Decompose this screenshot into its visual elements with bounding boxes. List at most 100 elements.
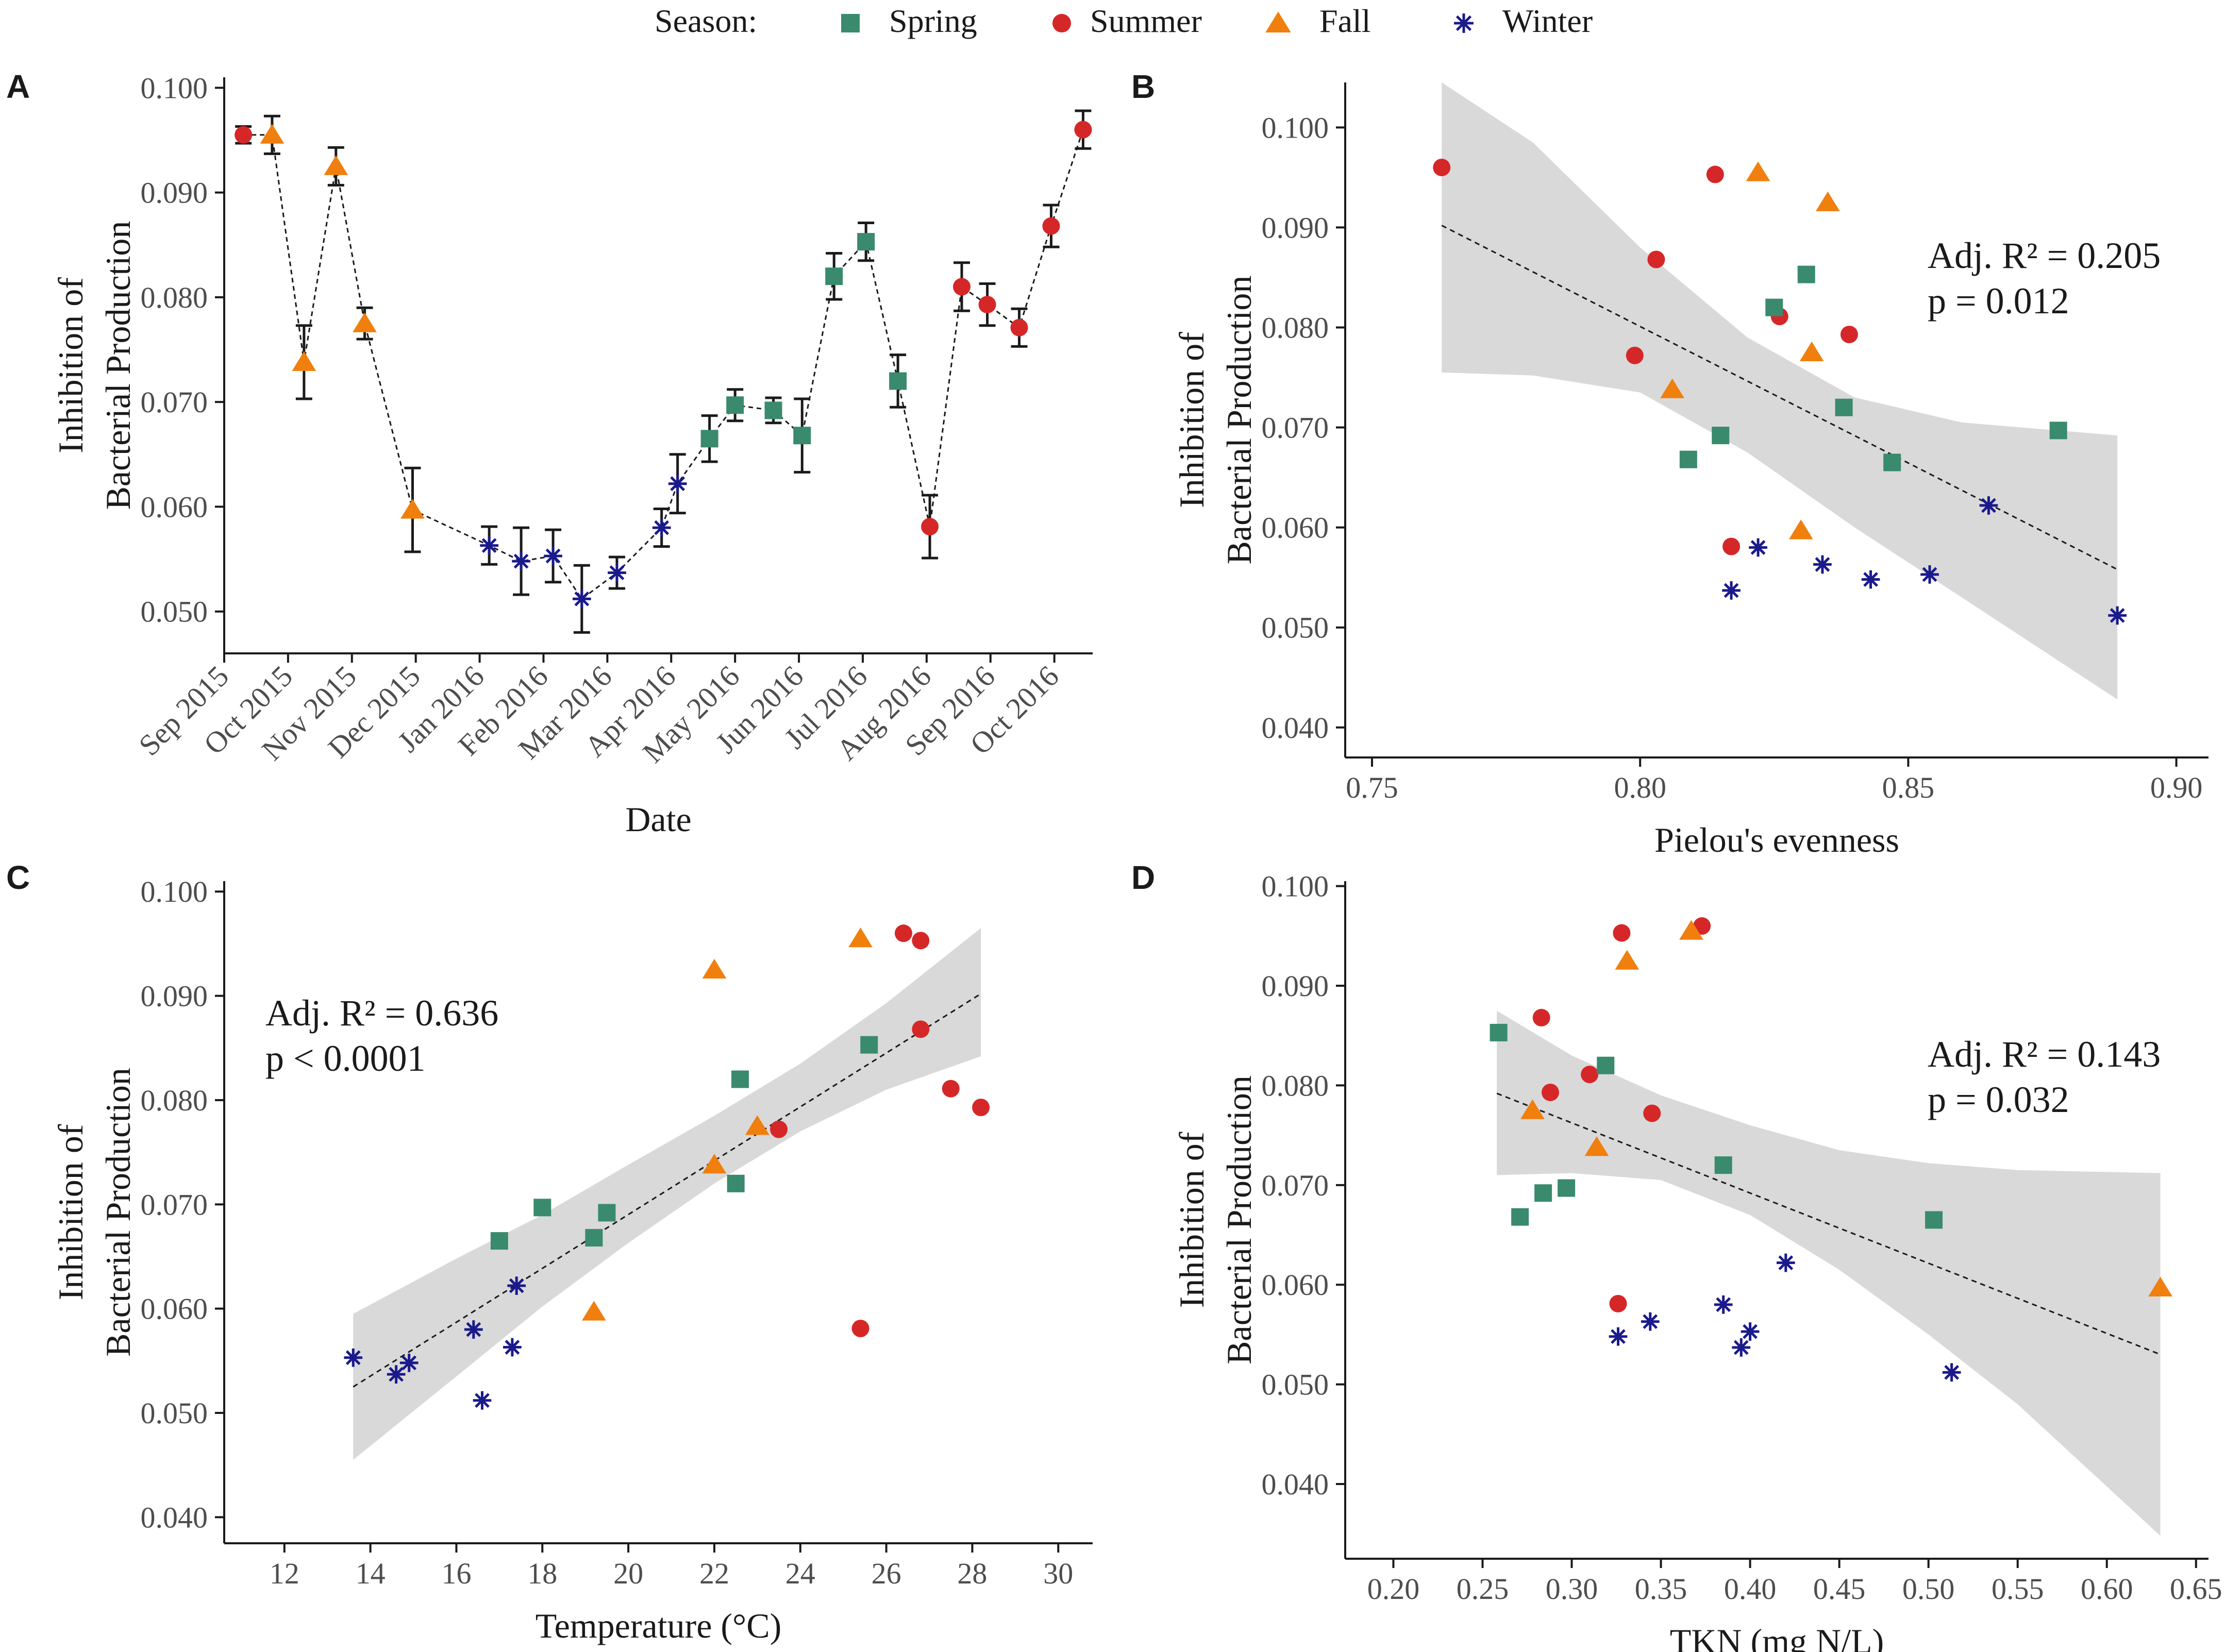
y-axis-title-line2: Bacterial Production bbox=[1219, 276, 1259, 565]
data-point-fall bbox=[324, 155, 348, 175]
y-axis-title: Inhibition of Bacterial Production bbox=[51, 1068, 138, 1357]
data-point-spring bbox=[1883, 453, 1901, 471]
data-point-summer bbox=[1010, 318, 1028, 336]
x-tick-label: 16 bbox=[441, 1557, 471, 1590]
x-axis-title: Pielou's evenness bbox=[1654, 820, 1899, 859]
legend-marker-spring bbox=[841, 14, 860, 32]
data-point-winter bbox=[464, 1320, 483, 1339]
data-point-winter bbox=[1942, 1363, 1961, 1382]
panel-label-a: A bbox=[6, 68, 30, 105]
data-point-spring bbox=[1679, 450, 1697, 468]
x-tick-label: 14 bbox=[356, 1557, 386, 1590]
data-point-spring bbox=[857, 233, 875, 251]
confidence-ribbon bbox=[353, 928, 981, 1460]
data-point-winter bbox=[1749, 538, 1767, 557]
y-tick-label: 0.050 bbox=[141, 595, 208, 629]
data-point-winter bbox=[1813, 555, 1832, 574]
y-axis-title-line2: Bacterial Production bbox=[98, 221, 138, 510]
confidence-ribbon bbox=[1497, 1010, 2161, 1536]
y-axis-title: Inhibition of Bacterial Production bbox=[51, 221, 138, 510]
x-tick-label: 20 bbox=[613, 1557, 643, 1590]
data-point-summer bbox=[235, 126, 253, 144]
x-tick-label: 0.35 bbox=[1635, 1572, 1687, 1606]
y-tick-label: 0.050 bbox=[141, 1396, 208, 1430]
y-tick-label: 0.080 bbox=[1262, 1069, 1329, 1102]
y-tick-label: 0.040 bbox=[141, 1501, 208, 1534]
stats-p: p < 0.0001 bbox=[265, 1038, 426, 1079]
regression-line bbox=[1441, 225, 2118, 570]
data-point-fall bbox=[1679, 920, 1703, 940]
legend: Season: Spring Summer Fall Winter bbox=[655, 3, 1593, 39]
data-point-winter bbox=[1609, 1327, 1628, 1346]
stats-p: p = 0.012 bbox=[1928, 280, 2069, 322]
panel-label-d: D bbox=[1131, 859, 1155, 896]
data-point-winter bbox=[507, 1276, 526, 1295]
data-point-summer bbox=[912, 932, 930, 950]
y-axis-title-line2: Bacterial Production bbox=[98, 1068, 138, 1357]
y-tick-label: 0.040 bbox=[1262, 711, 1329, 745]
data-point-summer bbox=[1706, 165, 1724, 183]
data-point-spring bbox=[1797, 265, 1815, 283]
regression-line bbox=[353, 993, 981, 1388]
data-point-winter bbox=[608, 563, 626, 582]
y-tick-label: 0.080 bbox=[141, 281, 208, 314]
data-point-summer bbox=[942, 1080, 960, 1098]
data-point-winter bbox=[473, 1391, 492, 1410]
data-point-summer bbox=[770, 1120, 788, 1138]
y-tick-label: 0.070 bbox=[141, 1188, 208, 1221]
data-point-spring bbox=[533, 1199, 551, 1217]
data-point-winter bbox=[1979, 496, 1998, 515]
data-point-fall bbox=[1584, 1136, 1609, 1156]
data-point-winter bbox=[1776, 1253, 1795, 1272]
y-tick-label: 0.100 bbox=[1262, 870, 1329, 903]
y-axis-title: Inhibition of Bacterial Production bbox=[1172, 276, 1259, 565]
data-point-spring bbox=[727, 1174, 745, 1192]
data-point-spring bbox=[1511, 1208, 1529, 1226]
y-tick-label: 0.090 bbox=[1262, 969, 1329, 1003]
y-tick-label: 0.090 bbox=[141, 176, 208, 210]
y-tick-label: 0.060 bbox=[1262, 1268, 1329, 1302]
data-point-fall bbox=[400, 499, 425, 519]
y-axis-title-line1: Inhibition of bbox=[51, 1124, 90, 1300]
y-tick-label: 0.100 bbox=[141, 875, 208, 908]
y-tick-label: 0.080 bbox=[1262, 311, 1329, 344]
data-point-winter bbox=[544, 547, 562, 565]
data-point-spring bbox=[598, 1204, 616, 1222]
data-point-fall bbox=[1520, 1099, 1545, 1119]
data-point-summer bbox=[1647, 250, 1665, 268]
data-point-fall bbox=[582, 1301, 606, 1321]
data-point-spring bbox=[764, 401, 782, 419]
x-tick-label: 0.45 bbox=[1813, 1572, 1866, 1606]
y-tick-label: 0.070 bbox=[1262, 411, 1329, 445]
data-point-fall bbox=[1746, 161, 1770, 181]
panel-d: D 0.040 0.050 0.060 0.070 0.080 0.090 0.100 0.20… bbox=[1131, 859, 2222, 1652]
data-point-summer bbox=[972, 1099, 990, 1117]
y-tick-label: 0.090 bbox=[1262, 211, 1329, 244]
legend-label-summer: Summer bbox=[1090, 3, 1202, 39]
data-point-spring bbox=[1835, 398, 1853, 416]
legend-label-spring: Spring bbox=[889, 3, 977, 39]
y-tick-label: 0.050 bbox=[1262, 611, 1329, 645]
y-tick-label: 0.100 bbox=[1262, 111, 1329, 144]
legend-marker-fall bbox=[1265, 11, 1291, 32]
data-point-winter bbox=[1741, 1322, 1760, 1341]
y-axis-title-line1: Inhibition of bbox=[1172, 1132, 1211, 1308]
y-tick-label: 0.040 bbox=[1262, 1468, 1329, 1501]
data-point-summer bbox=[851, 1320, 869, 1338]
data-point-fall bbox=[292, 351, 316, 371]
stats-r2: Adj. R² = 0.636 bbox=[265, 992, 498, 1034]
stats-p: p = 0.032 bbox=[1928, 1079, 2069, 1120]
data-point-summer bbox=[1722, 537, 1741, 555]
data-point-spring bbox=[1597, 1056, 1615, 1074]
data-point-summer bbox=[1042, 217, 1060, 235]
data-point-winter bbox=[1641, 1312, 1660, 1331]
data-point-summer bbox=[912, 1020, 930, 1038]
x-tick-label: 18 bbox=[527, 1557, 557, 1590]
panel-label-b: B bbox=[1131, 68, 1155, 105]
data-point-spring bbox=[585, 1229, 603, 1247]
stats-r2: Adj. R² = 0.205 bbox=[1928, 235, 2161, 276]
data-point-spring bbox=[726, 396, 744, 414]
data-point-winter bbox=[480, 536, 499, 555]
